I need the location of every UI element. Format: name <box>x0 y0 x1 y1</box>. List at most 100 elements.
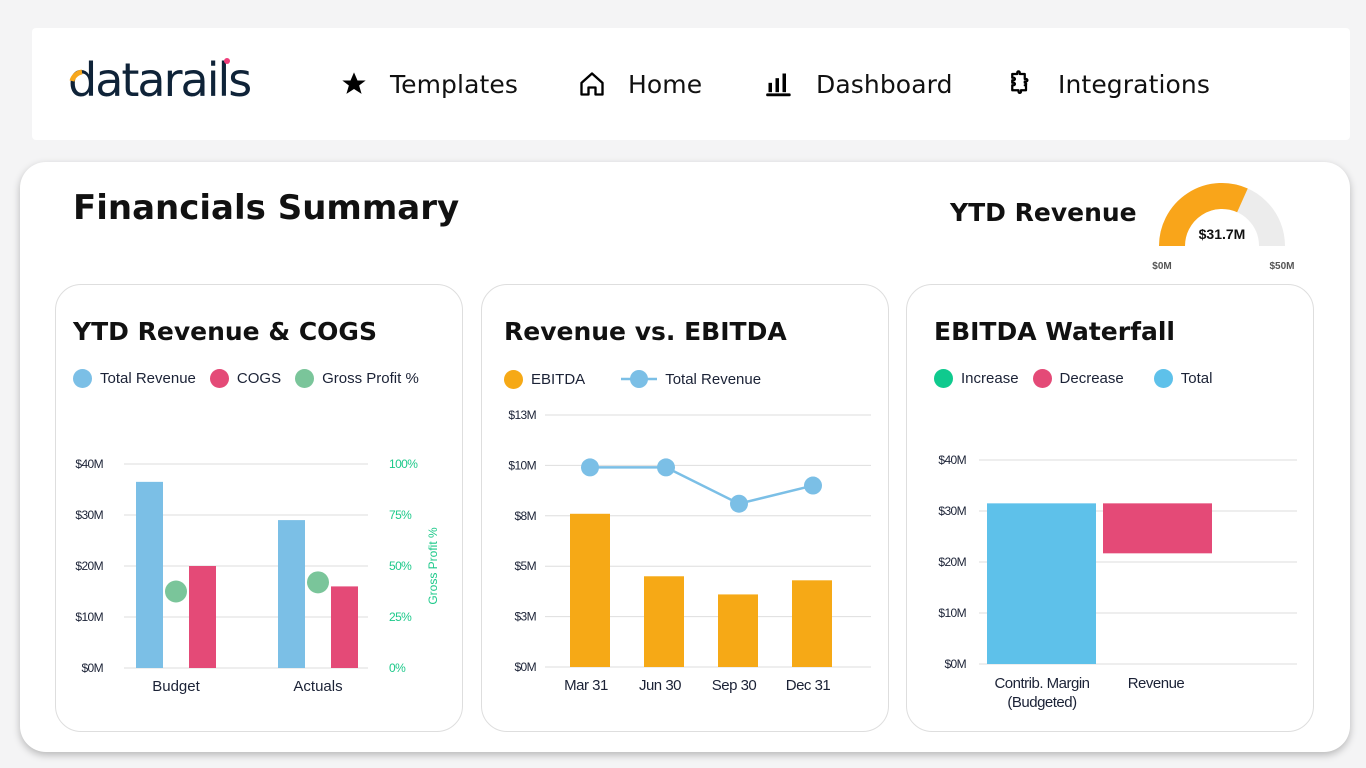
legend-item-ebitda[interactable]: EBITDA <box>504 369 585 389</box>
legend-dot <box>1153 369 1173 388</box>
y-tick-label: $40M <box>938 453 966 467</box>
x-tick-label: Budget <box>152 678 200 695</box>
y-tick-label: $10M <box>938 606 966 620</box>
point-total-revenue <box>581 458 599 477</box>
legend-dot <box>73 369 92 388</box>
legend: Increase Decrease Total <box>934 369 1226 388</box>
top-navigation-bar: datarails Templates Home Dashboard Integ… <box>32 28 1350 140</box>
x-tick-label: Contrib. Margin <box>994 675 1089 692</box>
legend-item-total-revenue[interactable]: Total Revenue <box>73 369 196 388</box>
y2-axis-label: Gross Profit % <box>426 527 440 605</box>
panel-title: Revenue vs. EBITDA <box>504 317 787 346</box>
legend-item-total-revenue[interactable]: Total Revenue <box>621 369 761 389</box>
panel-title: YTD Revenue & COGS <box>73 317 377 346</box>
x-tick-label: Mar 31 <box>564 677 608 694</box>
y-tick-label: $0M <box>81 661 103 675</box>
legend-dot <box>295 369 315 388</box>
panel-revenue-ebitda: Revenue vs. EBITDA EBITDA Total Revenue … <box>481 284 889 732</box>
nav-templates[interactable]: Templates <box>340 64 518 104</box>
x-tick-label: Dec 31 <box>786 677 831 694</box>
legend-item-total[interactable]: Total <box>1153 369 1212 388</box>
y-tick-label: $10M <box>75 610 103 624</box>
y-tick-label: $30M <box>75 508 103 522</box>
bar-total-revenue <box>278 520 305 668</box>
nav-dashboard-label: Dashboard <box>816 69 953 99</box>
y-tick-label: $0M <box>944 657 966 671</box>
legend-line-marker <box>621 370 658 388</box>
y2-tick-label: 50% <box>389 559 412 573</box>
legend-item-cogs[interactable]: COGS <box>209 369 281 388</box>
x-tick-label: Revenue <box>1128 675 1185 692</box>
ytd-revenue-gauge: $31.7M $0M $50M <box>1152 183 1295 272</box>
page-title: Financials Summary <box>73 188 460 228</box>
legend-dot <box>1032 369 1052 388</box>
point-total-revenue <box>730 494 748 513</box>
bar-cogs <box>331 586 358 668</box>
legend-dot <box>209 369 229 388</box>
panel-revenue-cogs: YTD Revenue & COGS Total Revenue COGS Gr… <box>55 284 463 732</box>
bar-ebitda <box>570 513 610 667</box>
x-tick-label: (Budgeted) <box>1007 694 1077 711</box>
gauge-min-label: $0M <box>1152 261 1171 272</box>
home-icon <box>580 72 604 96</box>
y-tick-label: $20M <box>938 555 966 569</box>
x-tick-label: Actuals <box>293 678 342 695</box>
bar-chart-icon <box>766 73 791 97</box>
nav-home-label: Home <box>628 69 703 99</box>
legend-item-gross-profit[interactable]: Gross Profit % <box>295 369 419 388</box>
panel-ebitda-waterfall: EBITDA Waterfall Increase Decrease Total… <box>906 284 1314 732</box>
datarails-logo[interactable]: datarails <box>68 54 268 106</box>
bar-cogs <box>189 566 216 668</box>
y-tick-label: $5M <box>514 559 536 573</box>
bar-ebitda <box>718 594 758 667</box>
line-total-revenue <box>590 466 814 506</box>
ytd-revenue-label: YTD Revenue <box>950 198 1137 227</box>
waterfall-bar-total <box>987 503 1096 664</box>
x-tick-label: Sep 30 <box>712 677 757 694</box>
logo-text: datarails <box>68 54 250 106</box>
revenue-cogs-chart: $0M $10M $20M $30M $40M 0% 25% 50% 75% 100% Gross … <box>75 457 440 695</box>
bar-ebitda <box>644 576 684 667</box>
point-total-revenue <box>804 476 822 495</box>
point-gross-profit <box>307 571 329 594</box>
legend-item-decrease[interactable]: Decrease <box>1032 369 1124 388</box>
y-tick-label: $10M <box>508 458 536 472</box>
legend-item-increase[interactable]: Increase <box>934 369 1019 388</box>
bar-ebitda <box>792 580 832 667</box>
point-gross-profit <box>165 580 187 603</box>
legend: Total Revenue COGS Gross Profit % <box>73 369 433 388</box>
nav-templates-label: Templates <box>390 69 518 99</box>
bar-total-revenue <box>136 481 163 668</box>
y-tick-label: $8M <box>514 509 536 523</box>
legend: EBITDA Total Revenue <box>504 369 775 389</box>
y2-tick-label: 100% <box>389 457 418 471</box>
financials-summary-card: Financials Summary YTD Revenue $31.7M $0… <box>20 162 1350 752</box>
nav-integrations[interactable]: Integrations <box>1006 64 1210 104</box>
y-tick-label: $3M <box>514 610 536 624</box>
y2-tick-label: 75% <box>389 508 412 522</box>
gauge-value: $31.7M <box>1199 226 1246 242</box>
y-tick-label: $20M <box>75 559 103 573</box>
y2-tick-label: 25% <box>389 610 412 624</box>
star-icon <box>342 72 366 94</box>
gauge-fill <box>1159 183 1248 247</box>
y-tick-label: $40M <box>75 457 103 471</box>
logo-orange-arc <box>69 69 83 82</box>
y-tick-label: $0M <box>514 660 536 674</box>
point-total-revenue <box>657 458 675 477</box>
waterfall-bar-decrease <box>1103 503 1212 554</box>
y-tick-label: $13M <box>508 408 536 422</box>
nav-integrations-label: Integrations <box>1058 69 1210 99</box>
ebitda-waterfall-chart: $0M $10M $20M $30M $40M Contrib. Margin (Budge… <box>938 453 1297 711</box>
legend-dot <box>504 369 523 389</box>
revenue-ebitda-chart: $0M $3M $5M $8M $10M $13M Mar 31 Jun 30 Sep 30 De… <box>508 408 871 694</box>
x-tick-label: Jun 30 <box>639 677 681 694</box>
logo-pink-dot <box>224 58 230 64</box>
panel-title: EBITDA Waterfall <box>934 317 1175 346</box>
y-tick-label: $30M <box>938 504 966 518</box>
legend-dot <box>934 369 953 388</box>
nav-dashboard[interactable]: Dashboard <box>764 64 953 104</box>
puzzle-icon <box>1011 70 1029 95</box>
y2-tick-label: 0% <box>389 661 406 675</box>
nav-home[interactable]: Home <box>578 64 702 104</box>
